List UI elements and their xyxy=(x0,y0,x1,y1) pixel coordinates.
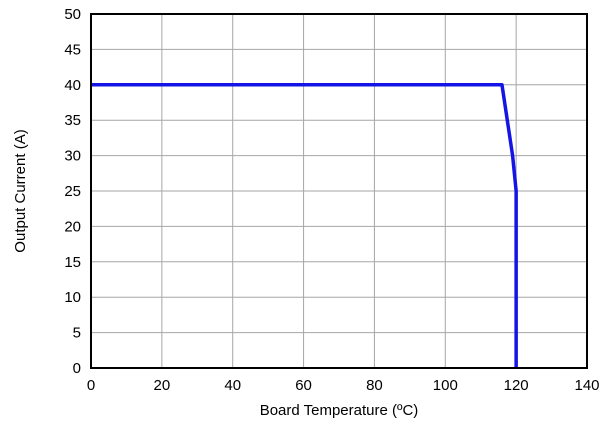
series-line xyxy=(91,83,518,368)
y-tick-label: 45 xyxy=(64,41,81,58)
x-tick-label: 60 xyxy=(295,377,312,394)
x-tick-label: 80 xyxy=(366,377,383,394)
y-tick-label: 30 xyxy=(64,148,81,165)
x-tick-label: 120 xyxy=(504,377,529,394)
plot-frame xyxy=(90,13,588,369)
y-tick-label: 20 xyxy=(64,218,81,235)
y-tick-labels: 0 5 10 15 20 25 30 35 40 45 50 xyxy=(64,6,81,377)
x-tick-label: 40 xyxy=(224,377,241,394)
series-layer xyxy=(91,83,518,368)
y-axis-label: Output Current (A) xyxy=(12,129,29,252)
x-tick-label: 100 xyxy=(433,377,458,394)
x-tick-labels: 0 20 40 60 80 100 120 140 xyxy=(87,377,600,394)
x-tick-label: 20 xyxy=(154,377,171,394)
y-tick-label: 40 xyxy=(64,77,81,94)
y-tick-label: 10 xyxy=(64,289,81,306)
grid-lines xyxy=(91,14,587,368)
x-tick-label: 0 xyxy=(87,377,95,394)
x-axis-label: Board Temperature (ºC) xyxy=(260,402,419,419)
y-tick-label: 35 xyxy=(64,112,81,129)
x-tick-label: 140 xyxy=(574,377,599,394)
y-tick-label: 0 xyxy=(73,360,81,377)
y-tick-label: 25 xyxy=(64,183,81,200)
y-tick-label: 50 xyxy=(64,6,81,23)
y-tick-label: 5 xyxy=(73,325,81,342)
y-tick-label: 15 xyxy=(64,254,81,271)
